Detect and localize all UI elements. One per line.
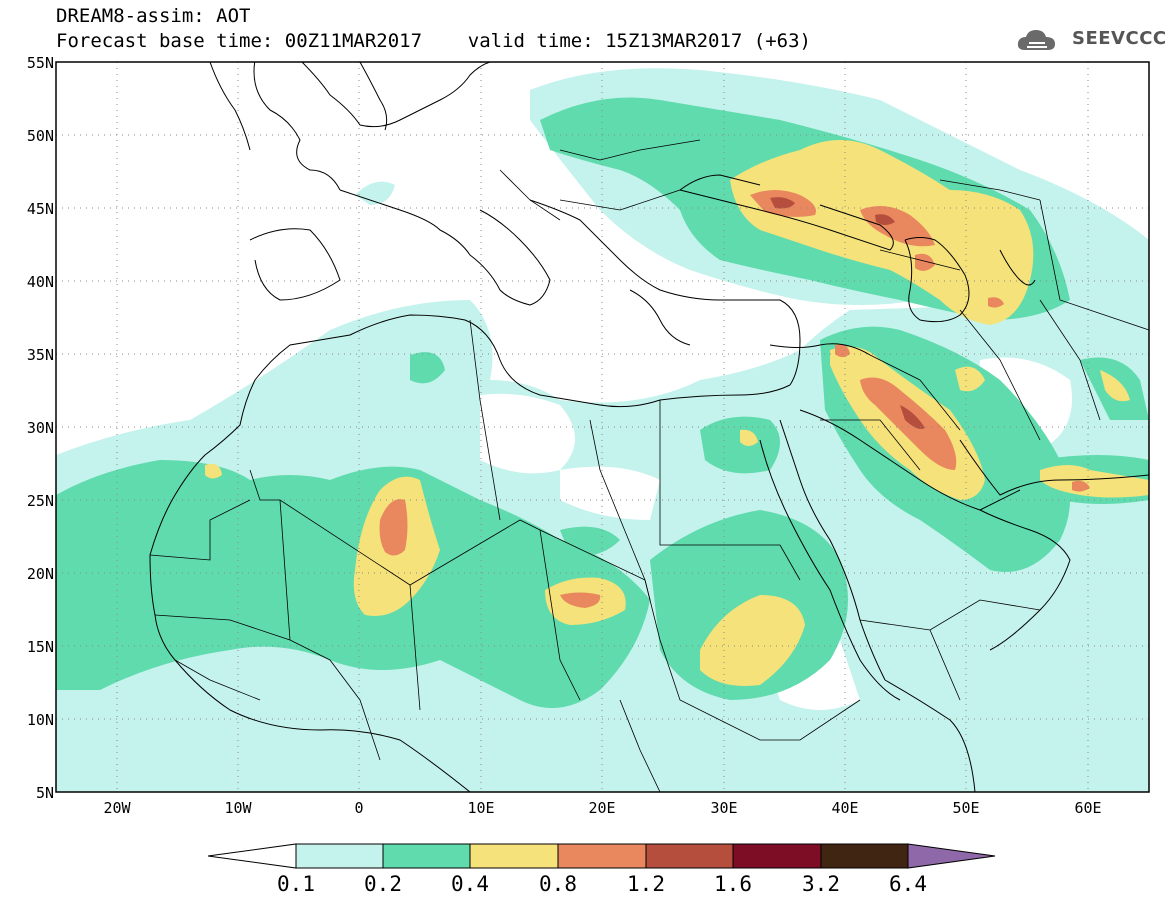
seevccc-logo-icon: [1017, 30, 1055, 50]
colorbar-label: 1.2: [627, 872, 665, 896]
lat-label: 30N: [26, 419, 54, 437]
lon-label: 50E: [952, 799, 980, 817]
lon-label: 10E: [467, 799, 495, 817]
colorbar-label: 6.4: [889, 872, 927, 896]
lat-label: 20N: [26, 565, 54, 583]
lat-label: 50N: [26, 127, 54, 145]
colorbar-label: 0.1: [277, 872, 315, 896]
lat-label: 25N: [26, 492, 54, 510]
map-frame: [55, 61, 1150, 793]
borders: [149, 139, 1149, 792]
lat-label: 45N: [26, 200, 54, 218]
lat-label: 5N: [35, 784, 54, 802]
colorbar-label: 1.6: [714, 872, 752, 896]
colorbar-label: 0.2: [364, 872, 402, 896]
colorbar-label: 0.8: [539, 872, 577, 896]
colorbar-label: 3.2: [802, 872, 840, 896]
lon-label: 0: [354, 799, 364, 817]
lon-label: 20E: [588, 799, 616, 817]
lat-label: 55N: [26, 54, 54, 72]
lat-label: 40N: [26, 273, 54, 291]
lat-label: 10N: [26, 711, 54, 729]
lon-label: 30E: [710, 799, 738, 817]
lat-label: 35N: [26, 346, 54, 364]
lon-label: 60E: [1074, 799, 1102, 817]
colorbar: [207, 843, 996, 869]
colorbar-label: 0.4: [451, 872, 489, 896]
graticule: [56, 62, 1149, 792]
lon-label: 10W: [224, 799, 252, 817]
lon-label: 20W: [103, 799, 131, 817]
lon-label: 40E: [831, 799, 859, 817]
title-line-2: Forecast base time: 00Z11MAR2017 valid t…: [56, 30, 811, 52]
logo-text: SEEVCCC: [1072, 28, 1165, 49]
title-line-1: DREAM8-assim: AOT: [56, 5, 251, 27]
lat-label: 15N: [26, 638, 54, 656]
coastlines: [149, 62, 1149, 792]
aot-level-red: [770, 197, 925, 429]
